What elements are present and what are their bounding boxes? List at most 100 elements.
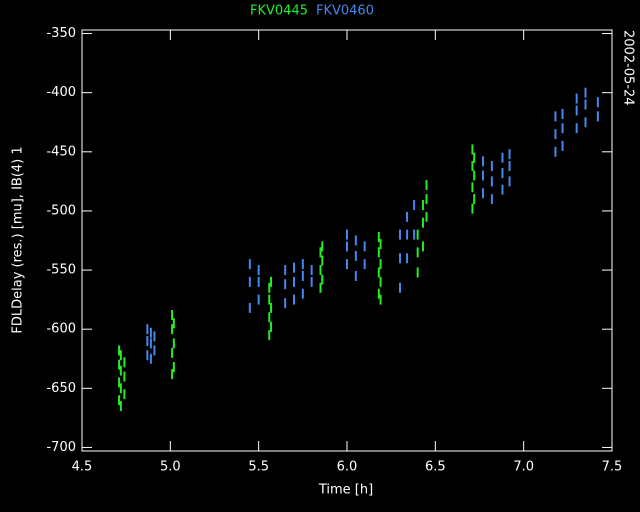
point <box>172 362 175 373</box>
x-tick-label: 6.5 <box>425 460 446 475</box>
point <box>501 152 504 163</box>
point <box>123 357 126 368</box>
point <box>399 282 401 293</box>
point <box>482 156 485 167</box>
date-label: 2002-05-24 <box>621 30 636 106</box>
point <box>257 294 260 305</box>
point <box>377 247 380 258</box>
point <box>473 170 476 181</box>
x-tick-label: 6.0 <box>337 460 358 475</box>
point <box>508 176 511 187</box>
point <box>257 265 260 276</box>
point <box>119 383 122 394</box>
point <box>284 265 287 276</box>
point <box>310 276 313 287</box>
point <box>268 282 271 293</box>
point <box>596 97 599 108</box>
point <box>471 182 474 193</box>
point <box>399 229 401 240</box>
point <box>123 389 126 400</box>
point <box>379 259 382 270</box>
point <box>354 270 357 281</box>
y-tick-label: -650 <box>46 381 76 396</box>
point <box>172 338 175 349</box>
point <box>490 176 493 187</box>
point <box>321 241 324 252</box>
point <box>171 347 174 358</box>
point <box>575 123 578 134</box>
point <box>377 288 380 299</box>
point <box>118 359 121 370</box>
point <box>596 111 599 122</box>
point <box>310 265 313 276</box>
point <box>354 235 357 246</box>
y-tick-label: -350 <box>46 26 76 41</box>
point <box>268 294 271 305</box>
point <box>473 152 476 163</box>
legend-entry: FKV0445 <box>250 4 308 19</box>
x-tick-label: 5.0 <box>160 460 181 475</box>
point <box>406 253 409 264</box>
point <box>119 365 122 376</box>
point <box>490 194 493 205</box>
point <box>554 146 557 157</box>
point <box>471 160 474 171</box>
point <box>584 117 587 128</box>
y-tick-label: -500 <box>46 203 76 218</box>
point <box>118 395 121 406</box>
point <box>248 276 251 287</box>
point <box>416 229 419 240</box>
point <box>319 247 322 258</box>
y-tick-label: -400 <box>46 85 76 100</box>
point <box>172 318 175 329</box>
point <box>153 345 156 356</box>
point <box>346 259 348 270</box>
point <box>406 229 409 240</box>
point <box>561 140 564 151</box>
x-tick-label: 7.0 <box>513 460 534 475</box>
y-tick-label: -550 <box>46 263 76 278</box>
point <box>508 160 511 171</box>
point <box>146 336 149 347</box>
point <box>501 168 504 179</box>
point <box>554 111 557 122</box>
point <box>413 229 416 240</box>
point <box>561 123 564 134</box>
point <box>406 211 409 222</box>
point <box>346 229 348 240</box>
point <box>284 279 287 290</box>
point <box>301 288 304 299</box>
point <box>471 144 474 155</box>
y-tick-label: -700 <box>46 440 76 455</box>
point <box>575 93 578 104</box>
point <box>421 217 424 228</box>
legend-entry: FKV0460 <box>316 4 374 19</box>
point <box>118 345 121 356</box>
point <box>270 302 273 313</box>
point <box>257 276 260 287</box>
point <box>149 338 152 349</box>
point <box>248 259 251 270</box>
plot-frame <box>81 29 613 452</box>
point <box>377 231 380 242</box>
x-tick-label: 7.5 <box>602 460 623 475</box>
point <box>146 324 149 335</box>
point <box>482 188 485 199</box>
point <box>301 259 304 270</box>
point <box>561 108 564 119</box>
point <box>293 294 295 305</box>
point <box>425 179 428 190</box>
point <box>171 324 174 335</box>
point <box>421 200 424 211</box>
x-axis-label: Time [h] <box>318 483 373 498</box>
point <box>584 99 587 110</box>
point <box>379 294 382 305</box>
point <box>575 105 578 116</box>
point <box>171 310 174 321</box>
y-tick-label: -600 <box>46 322 76 337</box>
point <box>354 250 357 261</box>
point <box>319 265 322 276</box>
point <box>118 377 121 388</box>
